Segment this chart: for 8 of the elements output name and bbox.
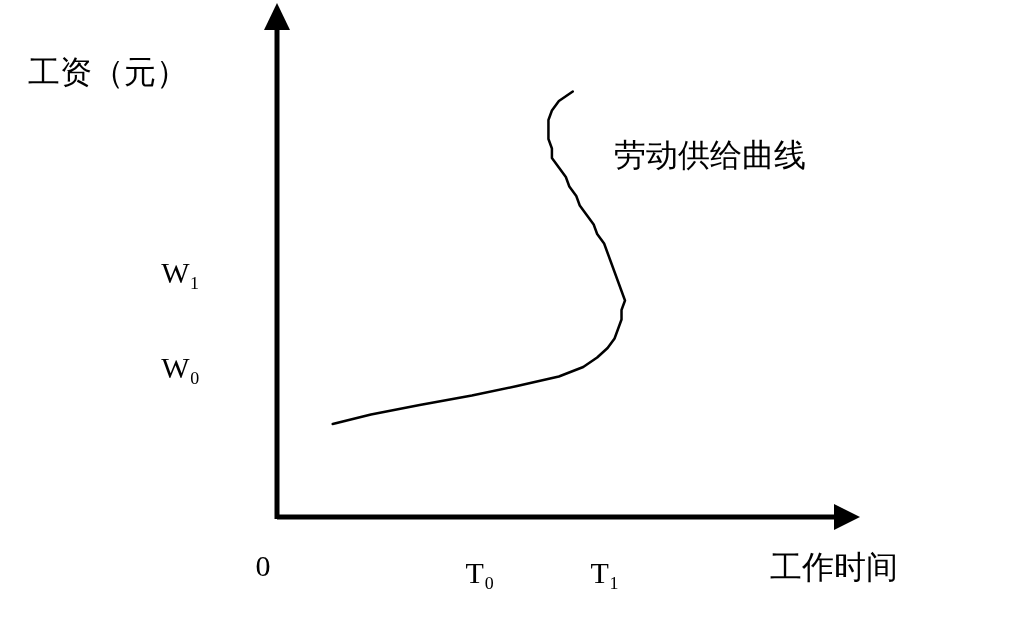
series-label: 劳动供给曲线 [613,135,806,174]
annotation: 0 [255,548,271,582]
y-category-label: W₁ [161,255,200,289]
annotation: 工作时间 [770,549,898,585]
annotation: T₀ [465,555,495,589]
annotation: T₁ [590,555,620,589]
y-axis-title: 工资（元） [28,53,188,91]
y-category-label: W₀ [161,350,200,384]
